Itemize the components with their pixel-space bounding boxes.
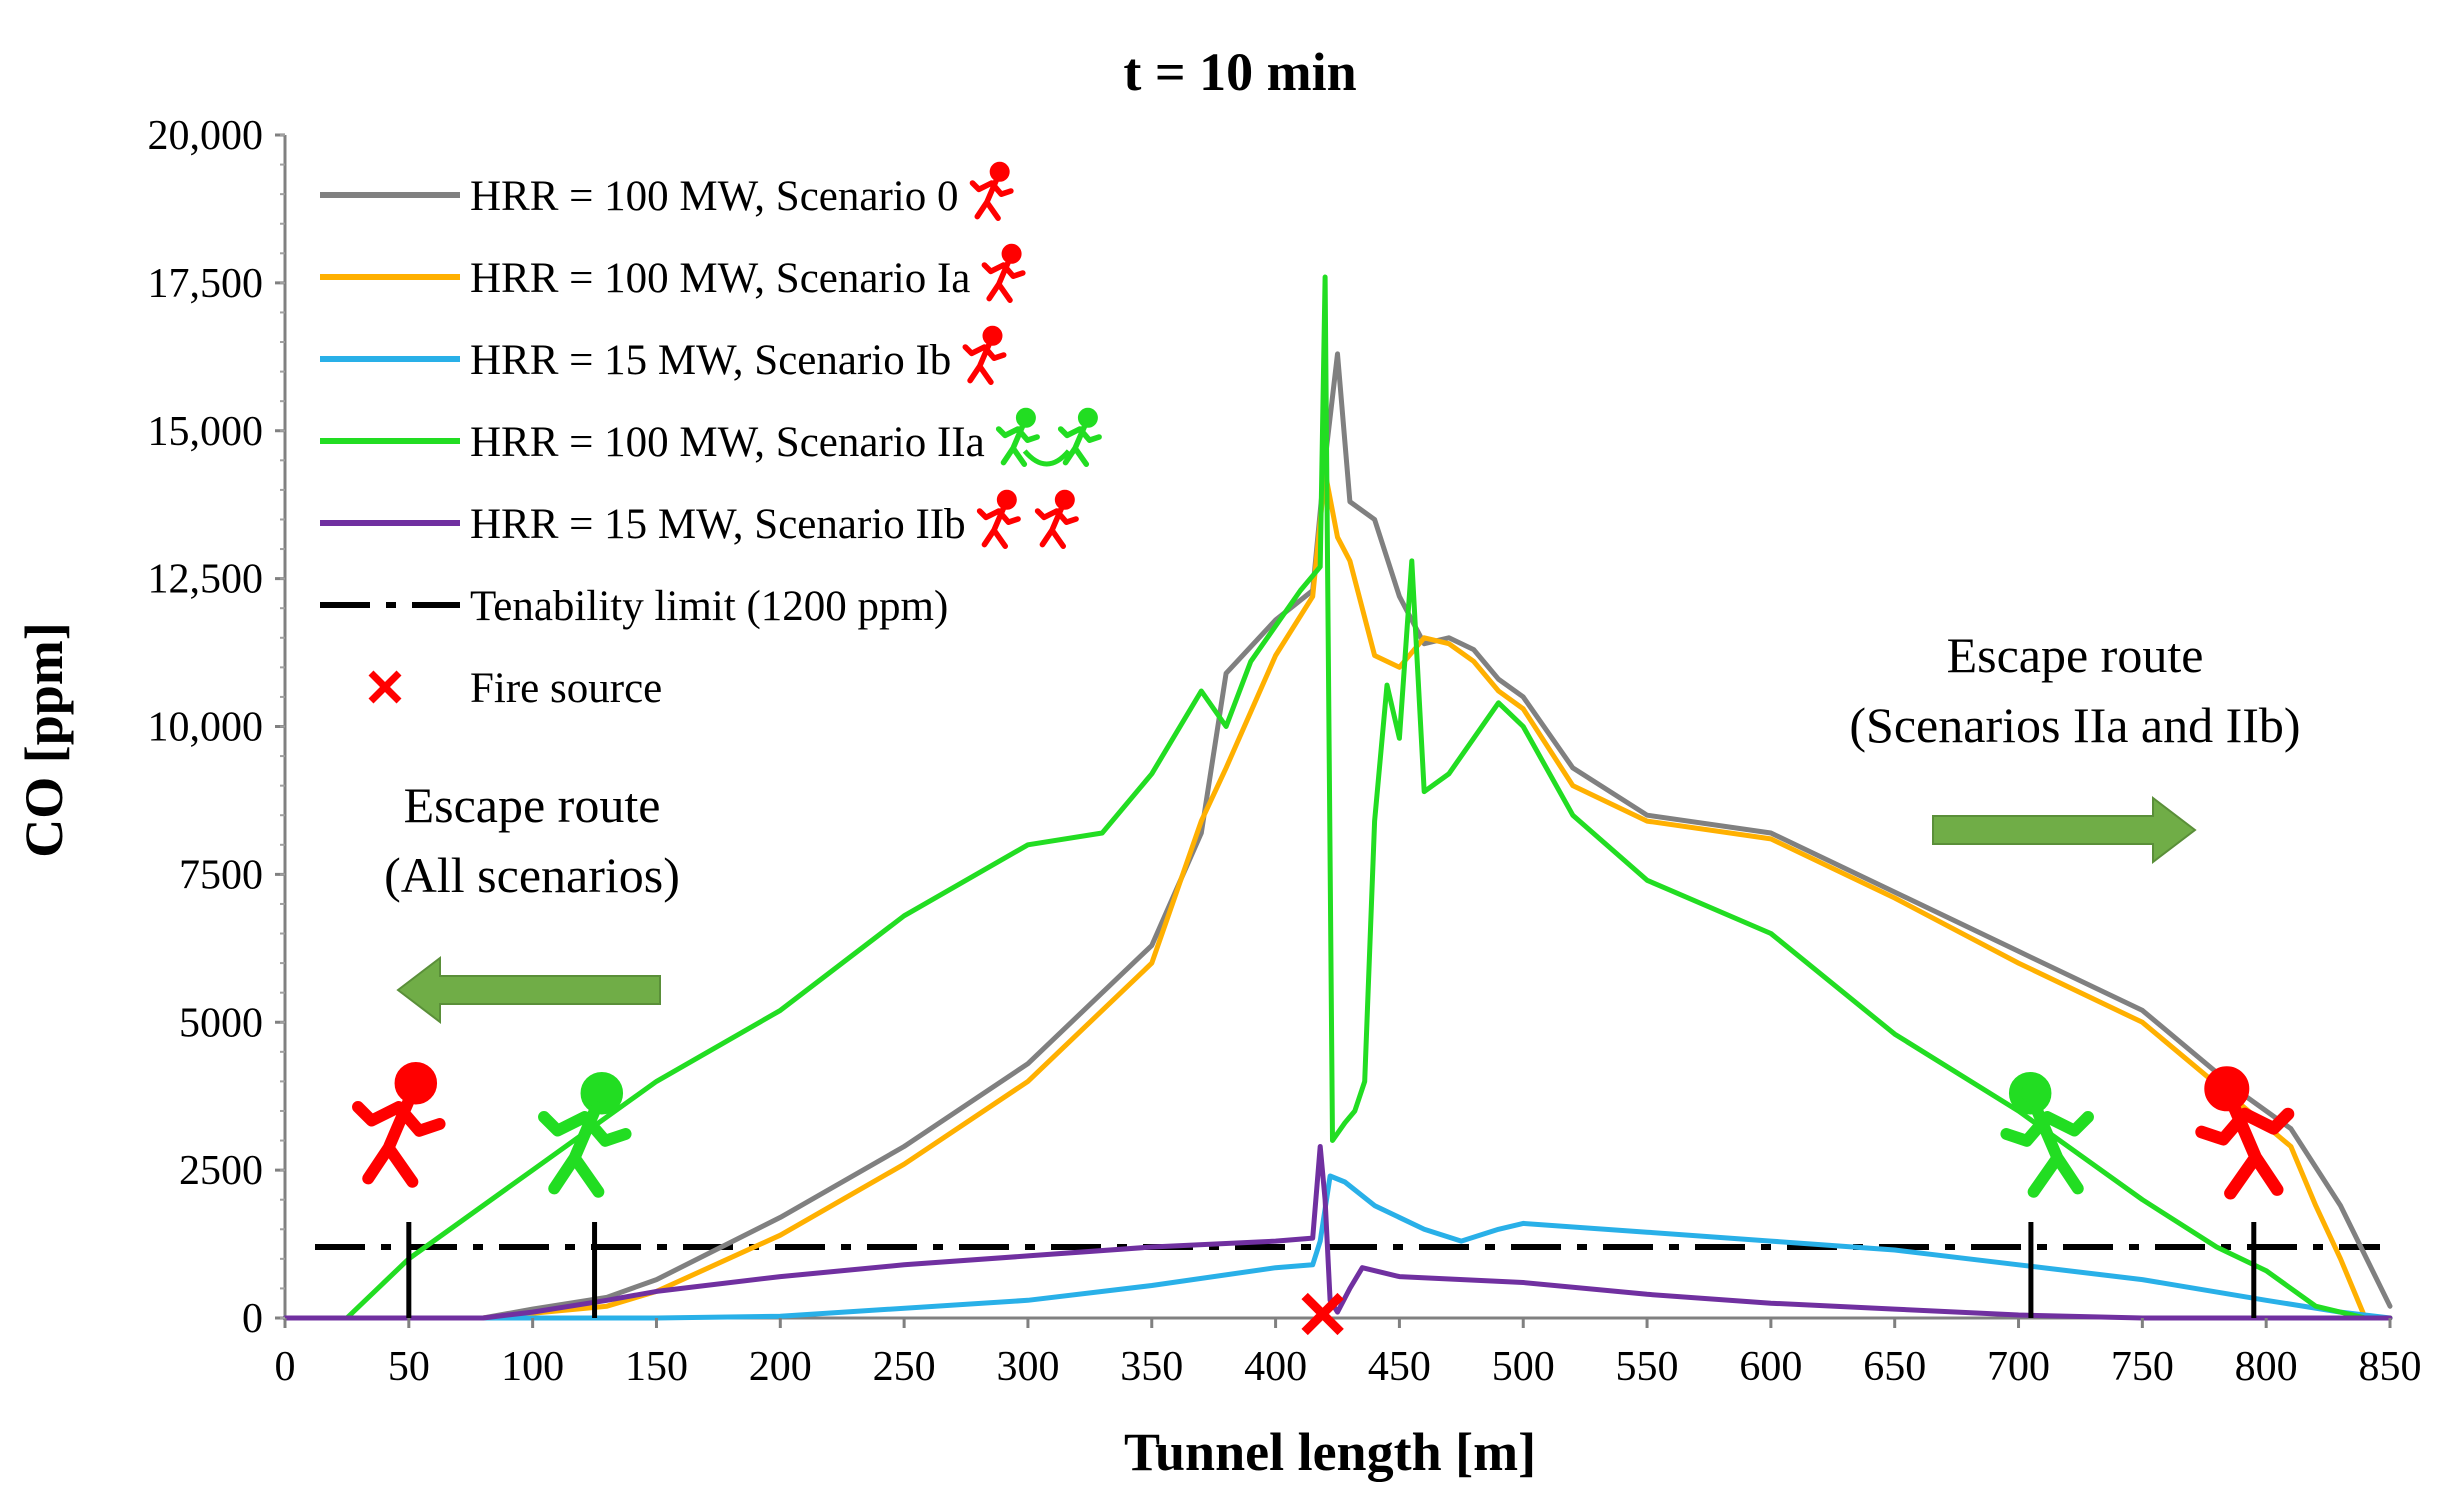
y-tick-label: 12,500 — [148, 557, 264, 603]
legend-entry: Tenability limit (1200 ppm) — [320, 583, 948, 630]
x-tick-label: 150 — [625, 1344, 688, 1390]
y-tick-label: 15,000 — [148, 409, 264, 455]
y-tick-label: 17,500 — [148, 261, 264, 307]
runner-red-icon — [965, 329, 1003, 383]
legend-entry: HRR = 100 MW, Scenario IIa — [320, 411, 1099, 466]
x-tick-label: 800 — [2235, 1344, 2298, 1390]
x-tick-label: 300 — [996, 1344, 1059, 1390]
escape-right-line1: Escape route — [1947, 627, 2204, 683]
y-tick-label: 5000 — [179, 1000, 263, 1046]
runner-red-icon — [972, 165, 1010, 219]
x-tick-label: 250 — [873, 1344, 936, 1390]
runner-red-icon — [2202, 1073, 2288, 1194]
escape-left-line2: (All scenarios) — [384, 847, 680, 903]
x-tick-label: 700 — [1987, 1344, 2050, 1390]
y-tick-label: 0 — [242, 1296, 263, 1342]
x-tick-label: 0 — [275, 1344, 296, 1390]
runner-red-icon — [1038, 493, 1076, 547]
x-tick-label: 550 — [1616, 1344, 1679, 1390]
x-tick-label: 500 — [1492, 1344, 1555, 1390]
legend-label: HRR = 100 MW, Scenario IIa — [470, 419, 985, 466]
escape-route-right: Escape route (Scenarios IIa and IIb) — [1849, 627, 2301, 865]
y-tick-label: 2500 — [179, 1148, 263, 1194]
x-tick-label: 650 — [1863, 1344, 1926, 1390]
x-tick-label: 400 — [1244, 1344, 1307, 1390]
series-line — [282, 1173, 2393, 1321]
x-tick-label: 50 — [388, 1344, 430, 1390]
y-axis-title: CO [ppm] — [14, 622, 74, 858]
series-line — [344, 274, 2393, 1321]
tick-labels: 025005000750010,00012,50015,00017,50020,… — [148, 113, 2422, 1390]
runner-green-icon — [544, 1078, 626, 1192]
arrow-right-icon — [1932, 795, 2197, 865]
series-group — [282, 274, 2393, 1321]
runner-red-icon — [980, 493, 1018, 547]
vertical-markers — [406, 1222, 2257, 1318]
fire-source-marker — [1301, 1292, 1344, 1336]
x-tick-label: 200 — [749, 1344, 812, 1390]
point-markers — [1301, 1292, 1344, 1336]
legend-label: HRR = 15 MW, Scenario IIb — [470, 501, 966, 548]
chart-title: t = 10 min — [1123, 42, 1356, 102]
y-tick-label: 7500 — [179, 852, 263, 898]
x-tick-label: 750 — [2111, 1344, 2174, 1390]
legend-entry: HRR = 15 MW, Scenario IIb — [320, 493, 1076, 548]
x-tick-label: 350 — [1120, 1344, 1183, 1390]
x-tick-label: 850 — [2359, 1344, 2422, 1390]
escape-route-left: Escape route (All scenarios) — [384, 777, 680, 1025]
escape-left-line1: Escape route — [404, 777, 661, 833]
legend-label: HRR = 100 MW, Scenario Ia — [470, 255, 970, 302]
legend-label: HRR = 15 MW, Scenario Ib — [470, 337, 951, 384]
connector-arc — [1022, 449, 1071, 467]
series-line — [480, 351, 2393, 1321]
x-tick-label: 600 — [1739, 1344, 1802, 1390]
x-tick-label: 450 — [1368, 1344, 1431, 1390]
arrow-left-icon — [396, 955, 661, 1025]
legend-entry: HRR = 100 MW, Scenario 0 — [320, 165, 1011, 220]
legend-entry: HRR = 100 MW, Scenario Ia — [320, 247, 1023, 302]
series-line — [480, 469, 2393, 1321]
series-line — [282, 1144, 2393, 1321]
escape-right-line2: (Scenarios IIa and IIb) — [1849, 697, 2300, 753]
x-axis-title: Tunnel length [m] — [1124, 1422, 1536, 1482]
y-tick-label: 20,000 — [148, 113, 264, 159]
x-tick-label: 100 — [501, 1344, 564, 1390]
legend-label: HRR = 100 MW, Scenario 0 — [470, 173, 958, 220]
runner-red-icon — [358, 1068, 440, 1182]
legend-entry: HRR = 15 MW, Scenario Ib — [320, 329, 1004, 384]
legend-x-icon — [368, 670, 402, 704]
runner-red-icon — [984, 247, 1022, 301]
legend-label: Tenability limit (1200 ppm) — [470, 583, 948, 630]
y-tick-label: 10,000 — [148, 705, 264, 751]
fire-x-stroke — [1301, 1292, 1344, 1336]
runner-green-icon — [2006, 1078, 2088, 1192]
legend-label: Fire source — [470, 665, 662, 712]
legend-entry: Fire source — [368, 665, 662, 712]
legend: HRR = 100 MW, Scenario 0 HRR = 100 MW, Sc… — [320, 165, 1099, 712]
